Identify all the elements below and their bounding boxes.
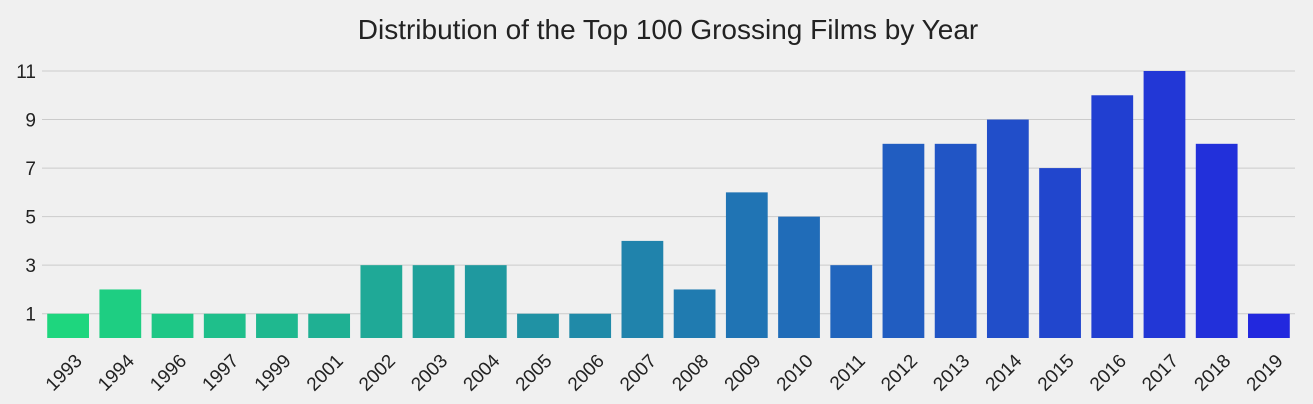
bar-2017 xyxy=(1143,71,1186,338)
bar-2001 xyxy=(308,313,351,338)
bar-1994 xyxy=(99,289,142,338)
y-tick-label-5: 5 xyxy=(25,208,36,229)
bar-2010 xyxy=(778,216,820,338)
x-tick-label-2019: 2019 xyxy=(1243,351,1288,396)
y-tick-label-7: 7 xyxy=(25,159,36,180)
x-tick-label-1997: 1997 xyxy=(199,351,244,396)
chart-title: Distribution of the Top 100 Grossing Fil… xyxy=(358,14,978,45)
bar-2006 xyxy=(569,313,612,338)
x-tick-label-1993: 1993 xyxy=(42,351,87,396)
x-tick-label-2005: 2005 xyxy=(512,351,557,396)
bar-2008 xyxy=(673,289,716,338)
grid-lines xyxy=(42,70,1295,315)
x-tick-label-2012: 2012 xyxy=(877,351,922,396)
x-tick-label-2015: 2015 xyxy=(1034,351,1079,396)
x-tick-label-2001: 2001 xyxy=(303,351,348,396)
y-axis-ticks: 1 3 5 7 9 11 xyxy=(16,62,36,326)
x-tick-label-2018: 2018 xyxy=(1191,351,1236,396)
bar-2007 xyxy=(621,240,664,338)
x-tick-label-2009: 2009 xyxy=(721,351,766,396)
x-tick-label-1994: 1994 xyxy=(94,350,139,395)
bar-2002 xyxy=(360,265,403,338)
bar-2016 xyxy=(1091,95,1134,338)
bar-2004 xyxy=(464,265,507,338)
bar-1996 xyxy=(151,313,194,338)
bar-2019 xyxy=(1248,313,1290,338)
bars xyxy=(47,71,1290,338)
x-tick-label-2017: 2017 xyxy=(1138,351,1183,396)
bar-2012 xyxy=(882,143,925,338)
bar-1993 xyxy=(47,313,89,338)
bar-2015 xyxy=(1039,168,1081,338)
bar-2003 xyxy=(412,265,455,338)
x-tick-label-2014: 2014 xyxy=(982,350,1027,395)
x-tick-label-2007: 2007 xyxy=(616,351,661,396)
x-tick-label-2003: 2003 xyxy=(407,351,452,396)
bar-2018 xyxy=(1195,143,1238,338)
x-tick-label-2010: 2010 xyxy=(773,351,818,396)
x-tick-label-2006: 2006 xyxy=(564,351,609,396)
x-tick-label-2013: 2013 xyxy=(929,351,974,396)
x-tick-label-1999: 1999 xyxy=(251,351,296,396)
y-tick-label-3: 3 xyxy=(25,256,36,277)
x-tick-label-2011: 2011 xyxy=(826,351,870,395)
x-axis-ticks: 1993 1994 1996 1997 1999 2001 2002 2003 2004 2005… xyxy=(42,350,1288,395)
bar-1999 xyxy=(256,313,298,338)
y-tick-label-11: 11 xyxy=(16,62,36,83)
x-tick-label-2004: 2004 xyxy=(460,350,505,395)
bar-2013 xyxy=(934,143,977,338)
bar-2014 xyxy=(986,119,1029,338)
bar-2011 xyxy=(830,265,873,338)
bar-1997 xyxy=(203,313,246,338)
x-tick-label-2016: 2016 xyxy=(1086,351,1131,396)
y-tick-label-9: 9 xyxy=(25,111,36,132)
x-tick-label-2008: 2008 xyxy=(668,351,713,396)
bar-2009 xyxy=(725,192,768,338)
y-tick-label-1: 1 xyxy=(25,305,36,326)
x-tick-label-2002: 2002 xyxy=(355,351,400,396)
x-tick-label-1996: 1996 xyxy=(146,351,191,396)
bar-2005 xyxy=(517,313,559,338)
